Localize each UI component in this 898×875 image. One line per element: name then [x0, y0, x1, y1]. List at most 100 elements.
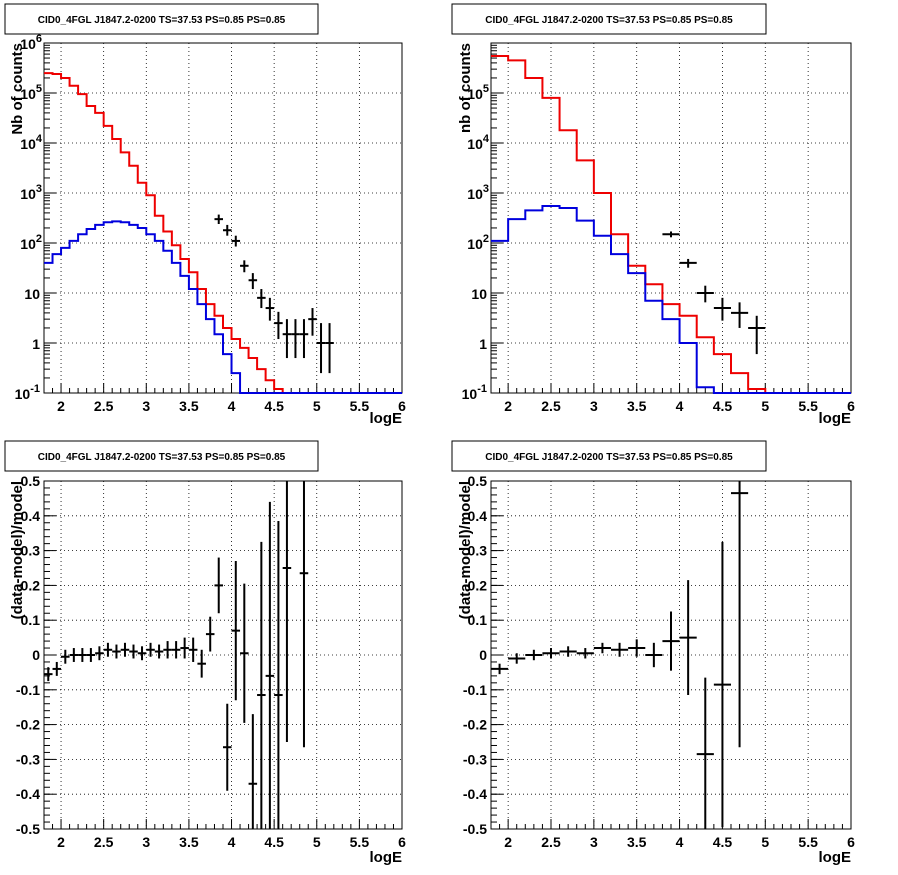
y-tick-label: -0.2 — [16, 717, 40, 733]
x-tick-label: 3.5 — [627, 398, 647, 414]
data-point — [559, 646, 577, 657]
title-box — [4, 440, 319, 472]
y-tick-label: 104 — [467, 133, 490, 152]
x-tick-label: 2.5 — [94, 398, 114, 414]
data-point — [214, 214, 223, 224]
data-point — [223, 703, 232, 791]
y-tick-label: 0 — [32, 647, 40, 663]
data-point — [308, 308, 317, 336]
x-tick-label: 3.5 — [627, 834, 647, 850]
data-point — [231, 235, 241, 247]
y-tick-label: 0 — [479, 647, 487, 663]
data-point — [129, 644, 138, 659]
data-point — [645, 642, 663, 668]
x-tick-label: 4 — [228, 834, 236, 850]
y-tick-label: 0.1 — [21, 612, 41, 628]
y-tick-label: 103 — [20, 183, 42, 202]
x-tick-label: 3 — [590, 398, 598, 414]
data-point — [731, 302, 749, 328]
data-point — [508, 653, 526, 664]
y-axis-label: (data-model)/model — [457, 481, 474, 619]
data-point — [154, 644, 164, 659]
y-tick-label: 106 — [20, 33, 42, 52]
data-point — [491, 663, 509, 675]
y-tick-label: -0.2 — [463, 717, 487, 733]
x-tick-label: 3.5 — [179, 398, 199, 414]
y-tick-label: 0.5 — [21, 473, 41, 489]
data-point — [662, 231, 680, 238]
x-tick-label: 5.5 — [798, 834, 818, 850]
data-point — [696, 677, 714, 829]
title-box — [451, 440, 767, 472]
data-point — [86, 648, 96, 662]
x-tick-label: 4.5 — [264, 398, 284, 414]
data-point — [282, 481, 292, 742]
x-tick-label: 3 — [590, 834, 598, 850]
data-point — [137, 646, 147, 661]
data-point — [180, 637, 189, 659]
data-point — [265, 297, 275, 321]
x-tick-label: 4.5 — [264, 834, 284, 850]
y-tick-label: -0.3 — [16, 751, 40, 767]
x-tick-label: 4.5 — [713, 398, 733, 414]
x-tick-label: 2.5 — [541, 398, 561, 414]
x-tick-label: 3 — [142, 398, 150, 414]
y-axis-label: Nb of counts — [9, 43, 26, 135]
x-tick-label: 5 — [761, 834, 769, 850]
y-tick-label: 0.1 — [468, 612, 488, 628]
y-tick-label: 102 — [467, 233, 489, 252]
data-point — [103, 642, 113, 657]
plot-frame — [43, 480, 403, 830]
y-tick-label: 103 — [467, 183, 489, 202]
y-tick-label: -0.1 — [16, 682, 40, 698]
data-point — [731, 481, 749, 748]
y-tick-label: 104 — [20, 133, 43, 152]
panel-top-left: 2 2.5 3 3.5 4 4.5 5 5.5 6 10-1 1 10 102 103 104 105 106 C… — [4, 3, 406, 427]
x-tick-label: 2 — [57, 834, 65, 850]
y-tick-label: 102 — [20, 233, 42, 252]
data-point — [265, 501, 275, 829]
y-axis-label: nb of counts — [457, 43, 474, 133]
panel-top-right: 2 2.5 3 3.5 4 4.5 5 5.5 6 10-1 1 10 102 103 104 105 CID0… — [451, 3, 855, 427]
histogram-series-1 — [44, 220, 402, 394]
data-point — [205, 616, 215, 652]
data-point — [214, 557, 223, 614]
y-tick-label: -0.5 — [16, 821, 40, 837]
y-tick-label: 0.2 — [21, 577, 41, 593]
data-point — [61, 649, 70, 664]
data-point — [291, 319, 300, 359]
x-tick-label: 6 — [847, 834, 855, 850]
data-point — [257, 289, 266, 309]
y-tick-label: 10 — [24, 286, 40, 302]
y-tick-label: 105 — [467, 83, 489, 102]
data-point — [231, 561, 241, 701]
data-point — [282, 319, 292, 359]
data-point — [325, 323, 334, 374]
data-point — [679, 258, 697, 268]
data-point — [163, 641, 172, 659]
data-point — [611, 642, 629, 657]
chart-title: CID0_4FGL J1847.2-0200 TS=37.53 PS=0.85 … — [485, 15, 733, 26]
y-tick-label: 10-1 — [462, 383, 487, 402]
title-box — [4, 3, 319, 35]
data-point — [316, 323, 326, 374]
data-point — [171, 641, 181, 659]
x-tick-label: 3.5 — [179, 834, 199, 850]
y-tick-label: -0.4 — [16, 786, 40, 802]
data-point — [257, 541, 266, 829]
x-tick-label: 4 — [676, 398, 684, 414]
x-tick-label: 3 — [142, 834, 150, 850]
data-point — [525, 649, 543, 661]
data-point — [240, 583, 249, 723]
x-tick-label: 5.5 — [798, 398, 818, 414]
y-tick-label: -0.4 — [463, 786, 487, 802]
x-tick-label: 6 — [398, 834, 406, 850]
x-tick-label: 4 — [676, 834, 684, 850]
y-tick-label: 0.5 — [468, 473, 488, 489]
data-point — [44, 667, 53, 682]
y-tick-label: -0.5 — [463, 821, 487, 837]
data-point — [52, 661, 62, 676]
data-point — [713, 541, 731, 828]
data-point — [188, 637, 198, 662]
